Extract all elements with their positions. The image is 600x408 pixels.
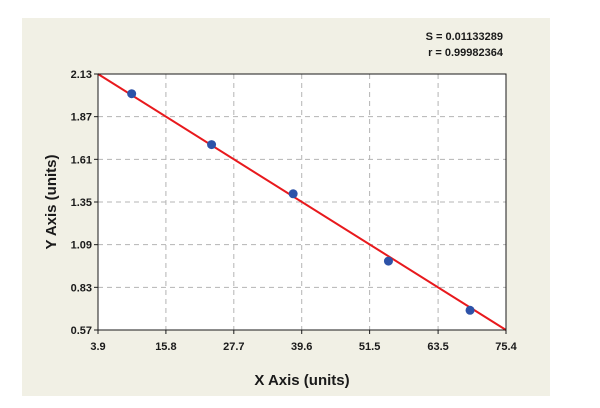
x-tick-label: 75.4 [495,341,517,353]
x-tick-label: 51.5 [359,341,380,353]
annotation-s-value: S = 0.01133289 [426,31,503,43]
fit-line [97,73,507,331]
data-point [288,189,298,199]
x-tick-label: 27.7 [223,341,244,353]
fit-line-layer [97,73,507,331]
y-tick-label: 1.61 [71,154,92,166]
axis-ticks [94,73,507,334]
x-tick-labels: 3.9 15.8 27.7 39.6 51.5 63.5 75.4 [90,341,517,353]
y-tick-label: 2.13 [71,69,92,81]
annotation-r-value: r = 0.99982364 [428,47,504,59]
y-axis-label: Y Axis (units) [43,154,60,249]
data-point [383,256,393,266]
y-tick-label: 0.83 [71,282,92,294]
data-point [465,305,475,315]
x-tick-label: 63.5 [427,341,448,353]
y-tick-labels: 0.57 0.83 1.09 1.35 1.61 1.87 2.13 [71,69,92,337]
data-point [207,140,217,150]
data-point [127,89,137,99]
x-axis-label: X Axis (units) [254,372,349,389]
plot-frame [97,73,507,331]
data-points [127,89,475,315]
y-tick-label: 1.87 [71,112,92,124]
x-tick-label: 15.8 [155,341,176,353]
y-tick-label: 0.57 [71,325,92,337]
y-tick-label: 1.35 [71,197,92,209]
y-tick-label: 1.09 [71,240,92,252]
x-tick-label: 39.6 [291,341,312,353]
x-tick-label: 3.9 [90,341,105,353]
